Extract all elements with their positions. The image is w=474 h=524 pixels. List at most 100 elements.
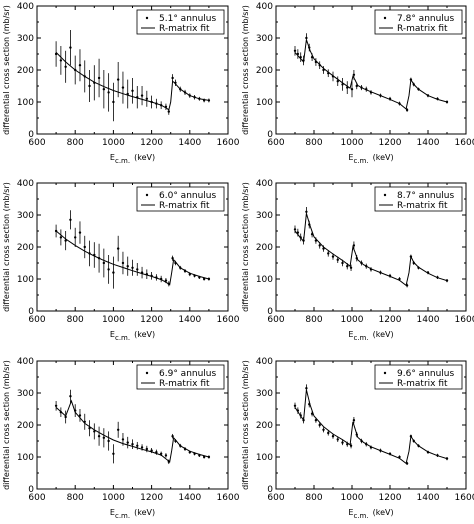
x-axis-label-main: E [110, 508, 115, 517]
legend-label-data: 5.1° annulus [159, 14, 217, 24]
data-point [167, 110, 170, 113]
y-tick-label: 400 [17, 179, 34, 189]
data-point [126, 441, 129, 444]
x-axis-label-main: E [348, 508, 353, 517]
data-point [112, 271, 115, 274]
data-point [121, 86, 125, 89]
y-tick-label: 0 [267, 130, 273, 140]
x-axis-label: Ec.m. (keV) [348, 330, 393, 342]
y-axis-label: differential cross section (mb/sr) [241, 5, 250, 135]
data-point [305, 36, 308, 40]
data-point [171, 435, 174, 438]
data-point [346, 265, 349, 268]
data-point [93, 430, 96, 433]
fit-line [294, 213, 448, 287]
y-tick-label: 0 [28, 485, 34, 495]
legend-marker-data [145, 16, 149, 20]
data-point [341, 441, 344, 444]
legend-box [374, 186, 463, 212]
y-tick-label: 400 [256, 179, 273, 189]
x-tick-label: 800 [305, 138, 322, 148]
x-tick-label: 800 [67, 315, 84, 325]
y-axis-label: differential cross section (mb/sr) [241, 182, 250, 312]
y-axis-label: differential cross section (mb/sr) [241, 360, 250, 490]
legend-label-fit: R-matrix fit [159, 379, 210, 389]
x-axis-label: Ec.m. (keV) [110, 153, 155, 165]
y-tick-label: 200 [256, 66, 273, 76]
x-axis-label-main: E [348, 330, 353, 339]
legend-marker-data [383, 16, 387, 20]
data-point [145, 447, 149, 451]
data-point [131, 89, 134, 93]
legend-box [136, 9, 225, 35]
legend-label-fit: R-matrix fit [397, 24, 448, 34]
x-tick-label: 1600 [217, 138, 240, 148]
legend-label-data: 9.6° annulus [397, 369, 455, 379]
data-point [64, 415, 67, 419]
legend-label-fit: R-matrix fit [159, 24, 210, 34]
y-tick-label: 300 [17, 389, 34, 399]
legend-label-fit: R-matrix fit [397, 379, 448, 389]
y-tick-label: 300 [256, 389, 273, 399]
x-tick-label: 1200 [140, 493, 163, 503]
y-tick-label: 0 [267, 485, 273, 495]
y-tick-label: 100 [17, 275, 34, 285]
chart-panel-2: 600 800 1000 1200 1400 1600 0 100 200 300 400 Ec.m.… [241, 2, 474, 165]
y-tick-label: 100 [256, 275, 273, 285]
x-tick-label: 1400 [178, 315, 201, 325]
data-point [97, 76, 101, 80]
x-axis-label-main: E [110, 153, 115, 162]
y-tick-label: 100 [256, 453, 273, 463]
x-tick-label: 800 [67, 493, 84, 503]
legend-marker-data [383, 193, 387, 197]
x-tick-label: 600 [28, 493, 45, 503]
x-axis-label-subscript: c.m. [115, 334, 130, 342]
y-tick-label: 400 [17, 357, 34, 367]
data-point [107, 91, 110, 94]
data-point [331, 435, 335, 438]
plot-area [54, 210, 211, 289]
y-tick-label: 200 [256, 421, 273, 431]
x-axis-label-subscript: c.m. [353, 157, 368, 165]
y-tick-label: 0 [28, 130, 34, 140]
data-point [126, 265, 129, 268]
x-axis-label-unit: (keV) [373, 153, 394, 162]
chart-panel-4: 600 800 1000 1200 1400 1600 0 100 200 300 400 Ec.m.… [241, 179, 474, 342]
data-point [293, 49, 297, 52]
x-axis-label-subscript: c.m. [115, 512, 130, 520]
data-point [69, 218, 72, 221]
data-point [116, 428, 120, 431]
data-point [140, 94, 144, 97]
y-axis-label: differential cross section (mb/sr) [2, 360, 11, 490]
x-axis-label: Ec.m. (keV) [348, 153, 393, 165]
x-axis-label-unit: (keV) [373, 508, 394, 517]
x-tick-label: 1200 [379, 493, 402, 503]
y-tick-label: 400 [17, 2, 34, 12]
x-tick-label: 1400 [417, 315, 440, 325]
data-point [83, 245, 86, 249]
data-point [322, 428, 325, 431]
chart-panel-5: 600 800 1000 1200 1400 1600 0 100 200 300 400 Ec.m.… [2, 357, 240, 520]
data-point [352, 419, 356, 422]
legend-box [374, 9, 463, 35]
data-point [131, 266, 134, 269]
x-axis-label-subscript: c.m. [353, 512, 368, 520]
legend-label-data: 6.0° annulus [159, 191, 217, 201]
data-point [74, 236, 77, 239]
x-tick-label: 1600 [455, 493, 474, 503]
data-point [69, 46, 72, 49]
x-tick-label: 800 [305, 315, 322, 325]
x-tick-label: 1200 [379, 138, 402, 148]
data-point [336, 258, 339, 261]
data-point [349, 266, 353, 269]
y-tick-label: 0 [267, 307, 273, 317]
data-point [78, 414, 82, 417]
chart-panel-6: 600 800 1000 1200 1400 1600 0 100 200 300 400 Ec.m.… [241, 357, 474, 520]
fit-line [294, 389, 448, 465]
data-point [136, 444, 139, 447]
data-point [112, 100, 115, 104]
